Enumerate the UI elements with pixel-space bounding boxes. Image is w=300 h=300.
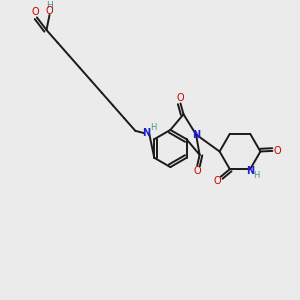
Text: H: H	[150, 123, 157, 132]
Text: N: N	[246, 166, 254, 176]
Text: N: N	[142, 128, 151, 138]
Text: O: O	[46, 6, 53, 16]
Text: O: O	[274, 146, 281, 156]
Text: O: O	[177, 93, 184, 103]
Text: O: O	[213, 176, 221, 186]
Text: O: O	[194, 166, 201, 176]
Text: H: H	[254, 171, 260, 180]
Text: N: N	[192, 130, 200, 140]
Text: H: H	[46, 2, 53, 10]
Text: O: O	[32, 7, 39, 17]
